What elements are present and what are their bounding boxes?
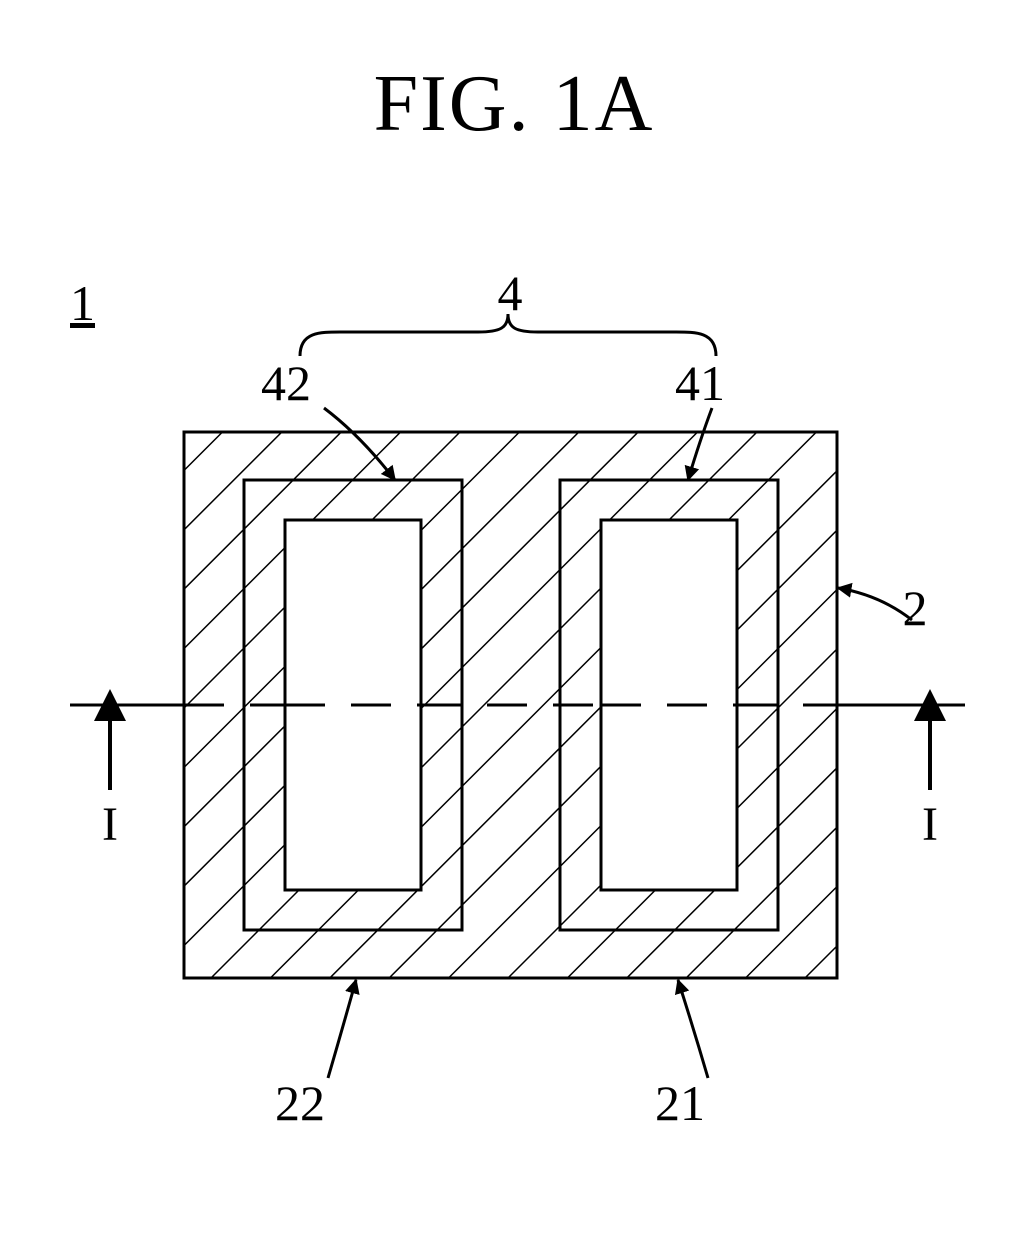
label-21: 21 xyxy=(655,1075,705,1131)
leader-2 xyxy=(838,588,912,620)
leader-21 xyxy=(678,980,708,1078)
label-41: 41 xyxy=(675,355,725,411)
label-2: 2 xyxy=(903,580,928,636)
label-42: 42 xyxy=(261,355,311,411)
label-1: 1 xyxy=(70,275,95,331)
section-label-right: I xyxy=(922,798,938,851)
figure-title: FIG. 1A xyxy=(374,60,655,148)
leader-22 xyxy=(328,980,356,1078)
label-22: 22 xyxy=(275,1075,325,1131)
label-4: 4 xyxy=(498,265,523,321)
section-label-left: I xyxy=(102,798,118,851)
